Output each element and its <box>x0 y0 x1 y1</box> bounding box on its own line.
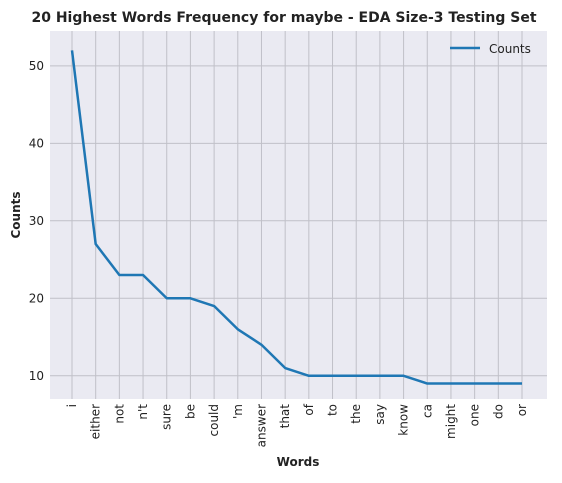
grid-lines <box>50 31 547 399</box>
legend-label: Counts <box>489 42 531 56</box>
y-axis-label: Counts <box>9 191 23 238</box>
x-tick-label: of <box>302 403 316 415</box>
plot-area <box>50 31 547 399</box>
x-tick-label: not <box>112 404 126 424</box>
x-tick-label: say <box>373 404 387 425</box>
x-tick-label: know <box>397 404 411 436</box>
x-tick-label: do <box>491 404 505 419</box>
y-tick-label: 10 <box>29 369 44 383</box>
x-tick-label: 'm <box>231 404 245 419</box>
y-tick-label: 20 <box>29 291 44 305</box>
x-tick-label: could <box>207 404 221 437</box>
x-tick-labels: i either not n't sure be could 'm answer that of to… <box>65 403 529 447</box>
chart-title: 20 Highest Words Frequency for maybe - E… <box>31 10 536 26</box>
x-tick-label: answer <box>254 404 268 447</box>
x-tick-label: ca <box>420 404 434 418</box>
x-tick-label: or <box>515 404 529 416</box>
x-tick-label: to <box>326 404 340 416</box>
series-line <box>70 50 522 385</box>
x-tick-label: either <box>89 404 103 439</box>
x-tick-label: be <box>183 404 197 419</box>
x-tick-label: one <box>468 404 482 426</box>
series-lines <box>70 50 522 385</box>
x-axis-label: Words <box>277 455 320 469</box>
y-tick-label: 50 <box>29 59 44 73</box>
x-tick-label: sure <box>160 404 174 430</box>
x-tick-label: i <box>65 404 79 407</box>
x-tick-label: that <box>278 404 292 429</box>
x-tick-label: the <box>349 404 363 424</box>
x-tick-label: n't <box>136 404 150 420</box>
y-tick-label: 30 <box>29 214 44 228</box>
y-tick-labels: 10 20 30 40 50 <box>29 59 44 383</box>
y-tick-label: 40 <box>29 136 44 150</box>
legend: Counts <box>450 42 531 56</box>
x-tick-label: might <box>444 404 458 439</box>
